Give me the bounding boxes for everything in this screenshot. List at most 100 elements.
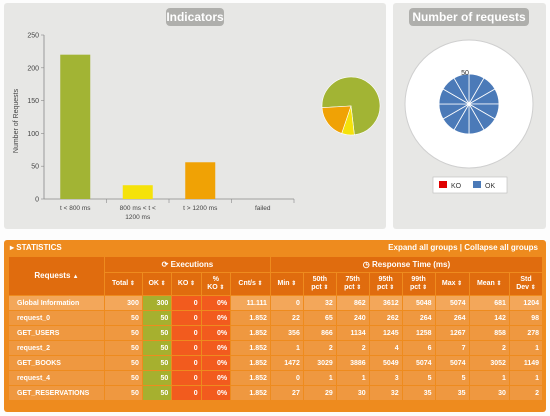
table-cell: 0 [172, 356, 201, 370]
links-separator: | [457, 243, 465, 252]
request-name[interactable]: GET_RESERVATIONS [9, 386, 104, 400]
column-header-text: Dev [516, 284, 530, 291]
statistics-title-text: STATISTICS [16, 243, 62, 252]
sort-icon: ⇕ [188, 281, 196, 287]
table-cell: 1.852 [231, 341, 270, 355]
column-header[interactable]: 50th pct ⇕ [303, 273, 336, 295]
table-cell: 50 [105, 386, 142, 400]
table-cell: 3612 [369, 296, 402, 310]
table-cell: 98 [509, 311, 542, 325]
legend-box [432, 176, 508, 194]
sort-icon: ⇕ [128, 281, 135, 287]
request-name[interactable]: GET_BOOKS [9, 356, 104, 370]
statistics-header: ▸ STATISTICS Expand all groups | Collaps… [4, 240, 546, 255]
y-axis-label: Number of Requests [13, 88, 20, 153]
sort-icon: ⇕ [455, 281, 463, 287]
column-header[interactable]: % KO ⇕ [201, 273, 231, 295]
sort-asc-icon: ▲ [72, 273, 79, 280]
expand-all-groups-link[interactable]: Expand all groups [388, 243, 458, 252]
requests-pie-slice[interactable] [453, 73, 470, 106]
legend-ko-label[interactable]: KO [451, 183, 462, 190]
table-cell: 65 [303, 311, 336, 325]
table-cell: 0 [270, 296, 303, 310]
x-tick-label: t > 1200 ms [183, 205, 218, 212]
y-tick-label: 250 [27, 33, 39, 40]
requests-panel: Number of requests 50 KO OK [393, 3, 546, 229]
column-header[interactable]: OK ⇕ [142, 273, 172, 295]
table-cell: 1149 [509, 356, 542, 370]
table-cell: 5074 [435, 356, 469, 370]
table-cell: 22 [270, 311, 303, 325]
column-header-text: 95th [378, 276, 393, 283]
table-cell: 0 [172, 311, 201, 325]
table-cell: 1 [469, 371, 509, 385]
column-header-text: Max [441, 280, 456, 287]
table-cell: 50 [105, 311, 142, 325]
column-header[interactable]: Cnt/s ⇕ [231, 273, 270, 295]
table-row[interactable]: GET_BOOKS 50 50 0 0% 1.852 1472 3029 3886 5049 507… [9, 356, 542, 370]
refresh-icon: ⟳ [161, 259, 169, 269]
table-cell: 32 [303, 296, 336, 310]
column-header[interactable]: Total ⇕ [105, 273, 142, 295]
table-row[interactable]: Global Information 300 300 0 0% 11.111 0 32 862 3… [9, 296, 542, 310]
column-header[interactable]: Min ⇕ [270, 273, 303, 295]
x-tick-label: 800 ms < t < [120, 205, 156, 212]
request-name[interactable]: request_4 [9, 371, 104, 385]
table-cell: 0% [201, 341, 231, 355]
collapse-all-groups-link[interactable]: Collapse all groups [464, 243, 538, 252]
table-cell: 50 [142, 386, 172, 400]
table-row[interactable]: GET_RESERVATIONS 50 50 0 0% 1.852 27 29 30 32 35 35… [9, 386, 542, 400]
column-header[interactable]: 95th pct ⇕ [369, 273, 402, 295]
table-cell: 1204 [509, 296, 542, 310]
column-header[interactable]: Max ⇕ [435, 273, 469, 295]
table-row[interactable]: GET_USERS 50 50 0 0% 1.852 356 866 1134 1245 1258 1… [9, 326, 542, 340]
column-header[interactable]: KO ⇕ [172, 273, 201, 295]
table-cell: 35 [402, 386, 435, 400]
table-cell: 4 [369, 341, 402, 355]
column-header[interactable]: Mean ⇕ [469, 273, 509, 295]
table-cell: 264 [435, 311, 469, 325]
x-tick-label: t < 800 ms [60, 205, 91, 212]
table-cell: 0% [201, 311, 231, 325]
request-name[interactable]: Global Information [9, 296, 104, 310]
sort-icon: ⇕ [354, 285, 362, 291]
bar[interactable] [122, 185, 153, 199]
table-cell: 50 [142, 311, 172, 325]
sort-icon: ⇕ [289, 281, 297, 287]
table-cell: 1 [336, 371, 369, 385]
pie-slice[interactable] [321, 105, 352, 134]
sort-icon: ⇕ [217, 285, 225, 291]
table-cell: 50 [142, 371, 172, 385]
executions-header-text: Executions [170, 259, 214, 269]
table-cell: 50 [142, 326, 172, 340]
statistics-table: Requests ▲ ⟳ Executions ◷ Response Time … [8, 256, 543, 401]
request-name[interactable]: GET_USERS [9, 326, 104, 340]
y-tick-label: 100 [27, 131, 39, 138]
table-cell: 862 [336, 296, 369, 310]
statistics-title[interactable]: ▸ STATISTICS [10, 243, 62, 252]
table-row[interactable]: request_4 50 50 0 0% 1.852 0 1 1 3 5 5 1 1 [9, 371, 542, 385]
request-name[interactable]: request_0 [9, 311, 104, 325]
bar[interactable] [185, 162, 216, 199]
response-time-header: ◷ Response Time (ms) [270, 257, 542, 272]
statistics-body: Global Information 300 300 0 0% 11.111 0 32 862 3… [9, 296, 542, 400]
requests-header-text: Requests [34, 270, 71, 280]
table-cell: 27 [270, 386, 303, 400]
column-header[interactable]: 75th pct ⇕ [336, 273, 369, 295]
table-row[interactable]: request_0 50 50 0 0% 1.852 22 65 240 262 264 264 142… [9, 311, 542, 325]
table-cell: 11.111 [231, 296, 270, 310]
table-cell: 1.852 [231, 326, 270, 340]
table-cell: 29 [303, 386, 336, 400]
requests-column-header[interactable]: Requests ▲ [9, 257, 104, 295]
request-name[interactable]: request_2 [9, 341, 104, 355]
column-header[interactable]: Std Dev ⇕ [509, 273, 542, 295]
column-header[interactable]: 99th pct ⇕ [402, 273, 435, 295]
column-header-text: 99th [411, 276, 426, 283]
column-header-text: Mean [476, 280, 495, 287]
table-cell: 5 [402, 371, 435, 385]
sort-icon: ⇕ [255, 281, 263, 287]
table-row[interactable]: request_2 50 50 0 0% 1.852 1 2 2 4 6 7 2 1 [9, 341, 542, 355]
bar[interactable] [60, 54, 91, 200]
legend-ok-label[interactable]: OK [485, 183, 495, 190]
table-cell: 1.852 [231, 356, 270, 370]
